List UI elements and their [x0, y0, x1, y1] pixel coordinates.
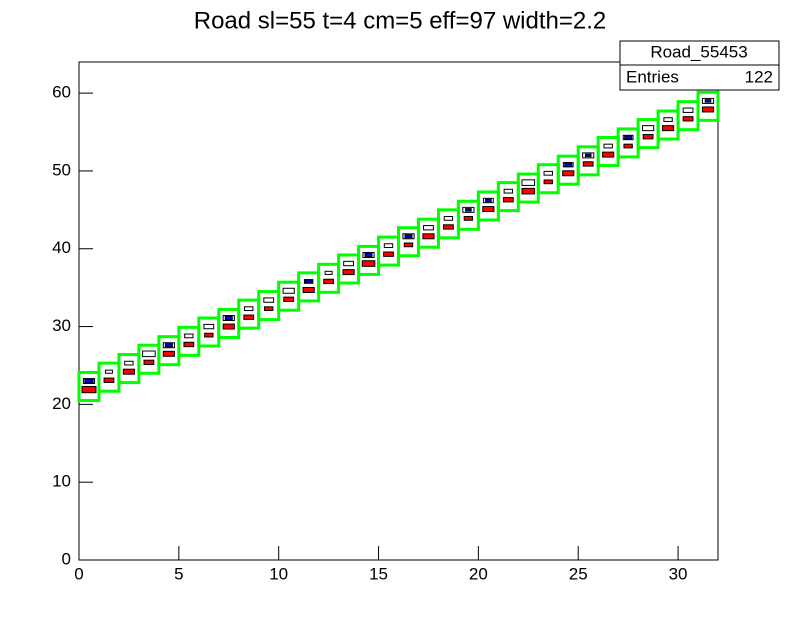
cell-box	[103, 377, 115, 383]
cell-box	[443, 216, 454, 221]
cell-box	[361, 260, 376, 267]
cell-box	[184, 333, 194, 339]
cell-box	[323, 278, 335, 285]
cell-box	[304, 279, 313, 284]
cell-box	[521, 179, 536, 186]
cell-box	[243, 314, 255, 320]
cell-box	[342, 269, 355, 276]
cell-box	[463, 216, 474, 221]
cell-box	[264, 306, 274, 312]
cell-box	[584, 153, 592, 158]
y-tick-label: 30	[52, 316, 71, 335]
cell-box	[282, 287, 295, 294]
x-tick-label: 0	[74, 564, 83, 583]
cell-box	[403, 242, 414, 248]
cell-box	[244, 306, 254, 312]
cell-box	[143, 359, 155, 366]
cell-box	[704, 99, 712, 103]
cell-box	[564, 162, 573, 167]
cell-box	[324, 270, 333, 275]
x-tick-label: 5	[174, 564, 183, 583]
cell-box	[603, 143, 613, 149]
cell-box	[503, 188, 514, 194]
cell-box	[422, 233, 435, 240]
cell-box	[383, 251, 394, 257]
road-box	[696, 90, 720, 122]
x-tick-label: 15	[369, 564, 388, 583]
cell-box	[383, 243, 394, 249]
cell-box	[263, 297, 275, 303]
y-tick-label: 20	[52, 394, 71, 413]
cell-box	[624, 135, 633, 140]
x-tick-label: 10	[269, 564, 288, 583]
cell-box	[465, 208, 472, 212]
cell-box	[204, 332, 214, 338]
cell-box	[162, 350, 175, 357]
cell-box	[364, 252, 373, 258]
cell-box	[642, 134, 654, 140]
cell-box	[485, 198, 492, 203]
x-tick-label: 20	[469, 564, 488, 583]
cell-box	[562, 170, 575, 177]
cell-box	[543, 170, 553, 176]
chart-title: Road sl=55 t=4 cm=5 eff=97 width=2.2	[194, 7, 607, 34]
cell-box	[222, 323, 235, 330]
y-tick-label: 60	[52, 83, 71, 102]
cell-box	[682, 116, 694, 122]
stats-box: Road_55453 Entries 122	[619, 40, 780, 91]
cell-box	[283, 296, 295, 303]
cell-box	[84, 378, 94, 384]
cell-box	[701, 106, 715, 113]
cell-box	[682, 107, 694, 113]
cell-box	[423, 225, 434, 231]
y-tick-label: 50	[52, 160, 71, 179]
cell-box	[302, 287, 315, 293]
y-tick-label: 40	[52, 238, 71, 257]
cell-box	[543, 179, 553, 185]
cell-box	[122, 368, 136, 375]
cell-box	[124, 360, 134, 366]
plot-frame	[78, 61, 719, 561]
cell-box	[142, 350, 156, 358]
cell-box	[164, 343, 173, 348]
x-tick-label: 30	[669, 564, 688, 583]
cell-box	[81, 385, 97, 394]
cell-box	[443, 224, 454, 230]
y-tick-label: 10	[52, 472, 71, 491]
stats-value: 122	[745, 67, 773, 86]
cell-box	[203, 323, 215, 330]
cell-box	[482, 206, 495, 213]
cell-box	[521, 187, 536, 195]
cell-box	[661, 125, 675, 132]
cell-box	[183, 341, 195, 348]
cell-box	[224, 315, 233, 321]
cell-box	[343, 260, 354, 267]
cell-box	[104, 369, 113, 374]
stats-label: Entries	[626, 67, 679, 86]
y-tick-label: 0	[62, 549, 71, 568]
x-tick-label: 25	[569, 564, 588, 583]
cell-box	[623, 143, 633, 149]
stats-name: Road_55453	[650, 42, 747, 61]
cell-box	[602, 151, 615, 158]
cell-box	[642, 125, 655, 132]
cell-box	[663, 117, 673, 122]
cell-box	[502, 197, 514, 203]
cell-box	[582, 161, 594, 167]
cell-box	[404, 234, 413, 239]
